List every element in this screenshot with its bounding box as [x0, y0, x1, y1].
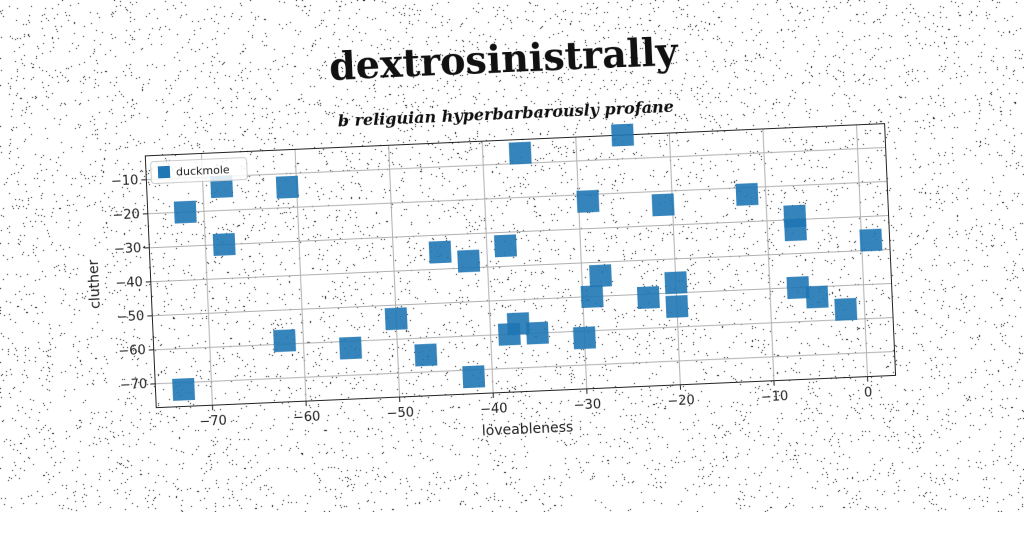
data-point [509, 142, 532, 165]
y-gridline [152, 284, 891, 316]
y-gridline [151, 250, 890, 282]
data-point [339, 337, 362, 360]
legend-marker [158, 166, 171, 179]
data-point [576, 190, 599, 213]
data-point [457, 250, 480, 273]
x-tick-label: −20 [667, 393, 695, 409]
data-point [174, 201, 197, 224]
y-tick-label: −60 [118, 343, 146, 359]
y-tick-label: −70 [120, 377, 148, 393]
legend-label: duckmole [176, 163, 230, 178]
data-point [429, 241, 452, 264]
data-point [273, 329, 296, 352]
x-tick-label: −40 [480, 401, 508, 417]
data-point [806, 286, 829, 309]
x-tick-label: −60 [293, 410, 321, 426]
data-point [784, 218, 807, 241]
data-point [414, 344, 437, 367]
data-point [611, 124, 634, 147]
data-point [664, 271, 687, 294]
x-tick-label: −10 [761, 389, 789, 405]
grid [145, 124, 895, 408]
x-axis-label: loveableness [482, 419, 574, 439]
data-point [589, 264, 612, 287]
y-gridline [155, 352, 894, 384]
data-point [498, 323, 521, 346]
y-axis-label: cluther [86, 259, 104, 309]
y-tick-label: −40 [115, 275, 143, 291]
data-point [665, 295, 688, 318]
y-tick-label: −30 [114, 241, 142, 257]
data-point [526, 322, 549, 345]
data-point [172, 378, 195, 401]
data-point [652, 193, 675, 216]
data-point [385, 307, 408, 330]
data-point [859, 229, 882, 252]
data-point [736, 183, 759, 206]
y-tick-label: −20 [112, 207, 140, 223]
data-point [462, 365, 485, 388]
x-tick-label: −30 [573, 397, 601, 413]
y-gridline [149, 215, 888, 247]
y-tick-label: −10 [111, 173, 139, 189]
data-point [494, 234, 517, 257]
data-points [162, 113, 888, 401]
x-tick-label: −70 [199, 414, 227, 430]
x-tick-label: −50 [386, 405, 414, 421]
x-tick-label: 0 [864, 385, 873, 400]
y-gridline [148, 181, 887, 213]
data-point [573, 326, 596, 349]
data-point [213, 233, 236, 256]
y-tick-label: −50 [117, 309, 145, 325]
data-point [581, 285, 604, 308]
data-point [834, 298, 857, 321]
data-point [637, 286, 660, 309]
data-point [276, 176, 299, 199]
legend: duckmole [151, 157, 248, 183]
